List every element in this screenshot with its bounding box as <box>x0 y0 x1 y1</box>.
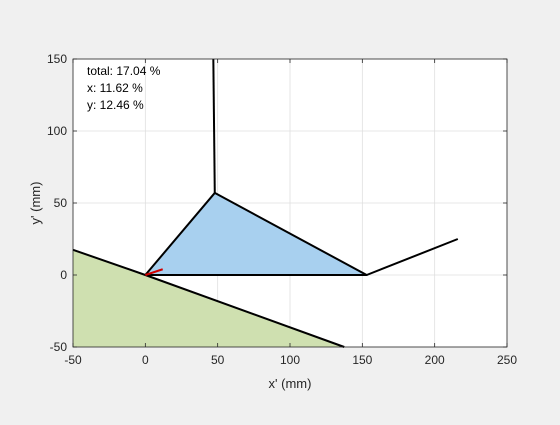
annotation-total: total: 17.04 % <box>87 64 161 78</box>
series-line-2 <box>144 191 368 276</box>
triangle-region <box>145 192 367 275</box>
y-tick-label: 150 <box>47 52 67 66</box>
series-line-5 <box>145 268 164 276</box>
annotation-y: y: 12.46 % <box>87 98 144 112</box>
x-tick-label: 100 <box>280 353 300 367</box>
y-tick-label: 0 <box>60 268 67 282</box>
x-tick-label: 150 <box>352 353 372 367</box>
annotation-x: x: 11.62 % <box>87 81 143 95</box>
x-tick-label: -50 <box>64 353 82 367</box>
x-tick-label: 50 <box>211 353 225 367</box>
annotation-box: total: 17.04 % x: 11.62 % y: 12.46 % <box>87 64 161 112</box>
x-tick-label: 250 <box>497 353 517 367</box>
y-tick-label: 100 <box>47 124 67 138</box>
series-line-4 <box>366 238 459 276</box>
y-tick-label: 50 <box>54 196 68 210</box>
series-line-3 <box>212 58 216 193</box>
y-axis-label: y' (mm) <box>28 182 43 225</box>
series-lines <box>72 58 459 348</box>
x-tick-label: 0 <box>142 353 149 367</box>
x-tick-label: 200 <box>425 353 445 367</box>
y-tick-label: -50 <box>50 340 68 354</box>
axis-ticks: -50 0 50 100 150 200 250 -50 0 50 100 150 <box>47 52 517 367</box>
x-axis-label: x' (mm) <box>269 376 312 391</box>
